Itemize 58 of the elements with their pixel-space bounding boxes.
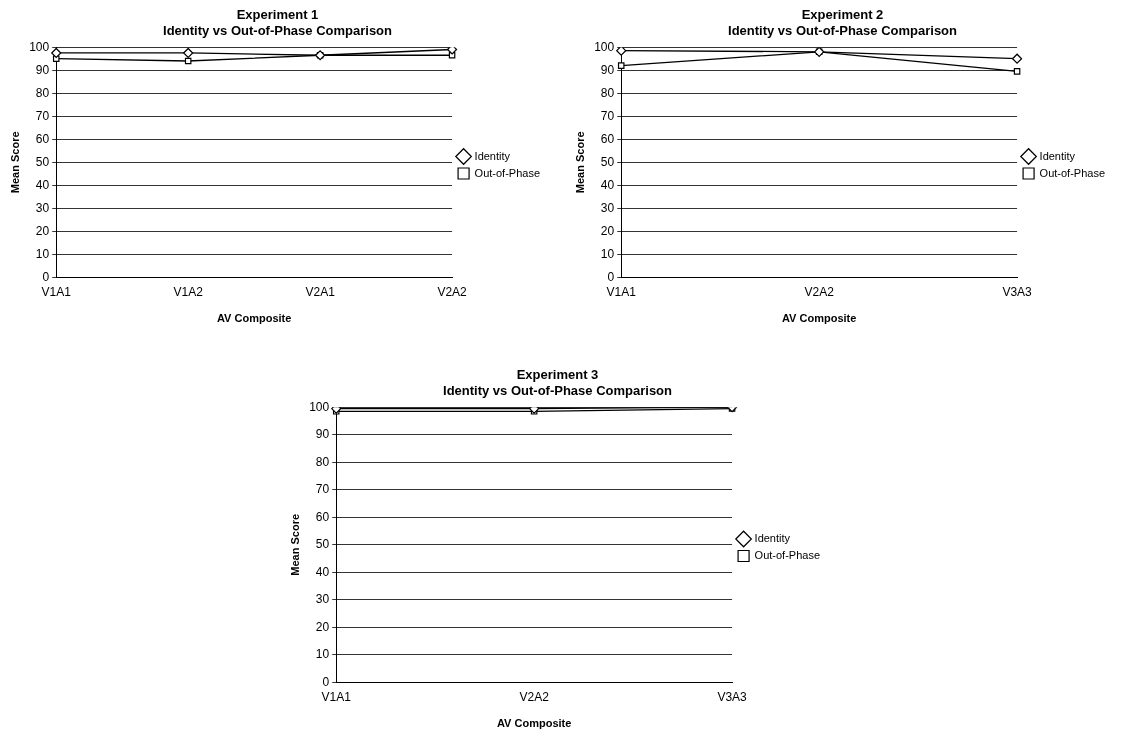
y-tick-label: 40 [315, 564, 330, 579]
y-tick-label: 100 [309, 399, 330, 414]
y-tick-label: 40 [600, 177, 615, 192]
x-tick-label: V1A1 [321, 689, 352, 704]
x-tick-label: V3A3 [717, 689, 748, 704]
chart-title: Experiment 3 Identity vs Out-of-Phase Comparison [443, 367, 673, 398]
y-tick-label: 60 [35, 131, 50, 146]
y-tick-label: 100 [29, 39, 50, 54]
y-tick-label: 10 [600, 246, 615, 261]
y-tick-label: 100 [594, 39, 615, 54]
y-axis-title: Mean Score [288, 513, 301, 576]
y-tick-label: 60 [600, 131, 615, 146]
y-axis-title: Mean Score [573, 131, 586, 194]
y-tick-label: 90 [315, 427, 330, 442]
x-tick-label: V2A1 [305, 284, 336, 299]
legend-label: Identity [1039, 149, 1076, 162]
y-tick-label: 0 [322, 674, 330, 689]
y-tick-label: 20 [315, 619, 330, 634]
x-tick-label: V3A3 [1002, 284, 1033, 299]
x-axis-title: AV Composite [216, 312, 292, 325]
y-tick-label: 70 [315, 482, 330, 497]
y-tick-label: 40 [35, 177, 50, 192]
y-tick-label: 0 [607, 269, 615, 284]
x-tick-label: V1A2 [173, 284, 204, 299]
y-tick-label: 80 [35, 85, 50, 100]
x-tick-label: V1A1 [606, 284, 637, 299]
y-tick-label: 90 [600, 62, 615, 77]
y-tick-label: 10 [35, 246, 50, 261]
y-tick-label: 20 [35, 223, 50, 238]
y-tick-label: 30 [315, 592, 330, 607]
y-tick-label: 0 [42, 269, 50, 284]
x-axis-title: AV Composite [496, 717, 572, 730]
y-tick-label: 30 [600, 200, 615, 215]
y-tick-label: 50 [35, 154, 50, 169]
legend-label: Out-of-Phase [1039, 166, 1105, 179]
x-tick-label: V2A2 [437, 284, 468, 299]
x-tick-label: V2A2 [519, 689, 550, 704]
y-tick-label: 90 [35, 62, 50, 77]
legend-label: Identity [474, 149, 511, 162]
x-tick-label: V1A1 [41, 284, 72, 299]
y-axis-title: Mean Score [8, 131, 21, 194]
y-tick-label: 70 [600, 108, 615, 123]
chart-title: Experiment 1 Identity vs Out-of-Phase Comparison [163, 7, 393, 38]
legend-label: Identity [754, 532, 791, 545]
y-tick-label: 80 [315, 454, 330, 469]
x-tick-label: V2A2 [804, 284, 835, 299]
legend-label: Out-of-Phase [474, 166, 540, 179]
y-tick-label: 70 [35, 108, 50, 123]
y-tick-label: 20 [600, 223, 615, 238]
y-tick-label: 60 [315, 509, 330, 524]
y-tick-label: 50 [600, 154, 615, 169]
y-tick-label: 30 [35, 200, 50, 215]
y-tick-label: 10 [315, 647, 330, 662]
y-tick-label: 50 [315, 537, 330, 552]
chart-title: Experiment 2 Identity vs Out-of-Phase Comparison [728, 7, 958, 38]
y-tick-label: 80 [600, 85, 615, 100]
legend-label: Out-of-Phase [754, 549, 820, 562]
x-axis-title: AV Composite [781, 312, 857, 325]
